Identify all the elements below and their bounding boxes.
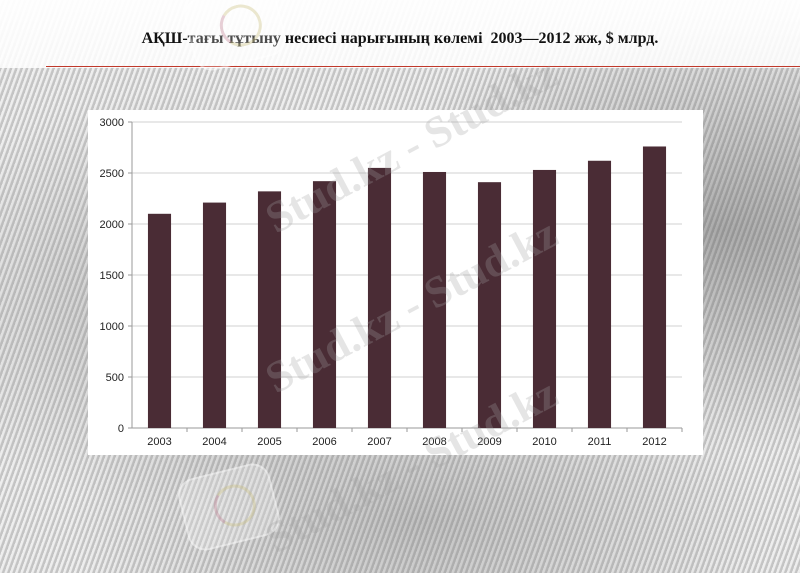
y-tick-label: 2500 (100, 168, 124, 180)
bar-2005 (257, 191, 282, 428)
bar-2012 (642, 146, 667, 429)
bar-2003 (147, 213, 172, 428)
bar-2009 (477, 182, 502, 428)
bar-2008 (422, 171, 447, 429)
x-tick-label: 2008 (422, 436, 446, 448)
watermark-logo-icon (174, 459, 284, 555)
chart-panel: 0 500 1000 1500 2000 2500 3000 2003 2004 2005 2006… (88, 110, 703, 455)
x-tick-label: 2010 (532, 436, 556, 448)
y-tick-label: 2000 (100, 219, 124, 231)
x-tick-label: 2009 (477, 436, 501, 448)
y-tick-label: 3000 (100, 117, 124, 129)
y-tick-label: 0 (118, 423, 124, 435)
x-tick-label: 2006 (312, 436, 336, 448)
y-tick-label: 1000 (100, 321, 124, 333)
bar-2010 (532, 169, 557, 428)
x-tick-label: 2004 (202, 436, 226, 448)
bar-chart: 0 500 1000 1500 2000 2500 3000 2003 2004 2005 2006… (100, 117, 683, 448)
y-tick-label: 1500 (100, 270, 124, 282)
bar-2011 (587, 160, 612, 428)
x-tick-label: 2012 (642, 436, 666, 448)
bar-2007 (367, 167, 392, 428)
bar-2006 (312, 181, 337, 428)
x-tick-label: 2007 (367, 436, 391, 448)
x-tick-label: 2005 (257, 436, 281, 448)
title-divider (46, 66, 800, 67)
chart-title: АҚШ-тағы тұтыну несиесі нарығының көлемі… (141, 30, 659, 47)
x-tick-label: 2003 (147, 436, 171, 448)
title-band (0, 0, 800, 68)
x-tick-label: 2011 (588, 436, 612, 448)
bar-2004 (202, 202, 227, 428)
y-tick-label: 500 (106, 372, 124, 384)
